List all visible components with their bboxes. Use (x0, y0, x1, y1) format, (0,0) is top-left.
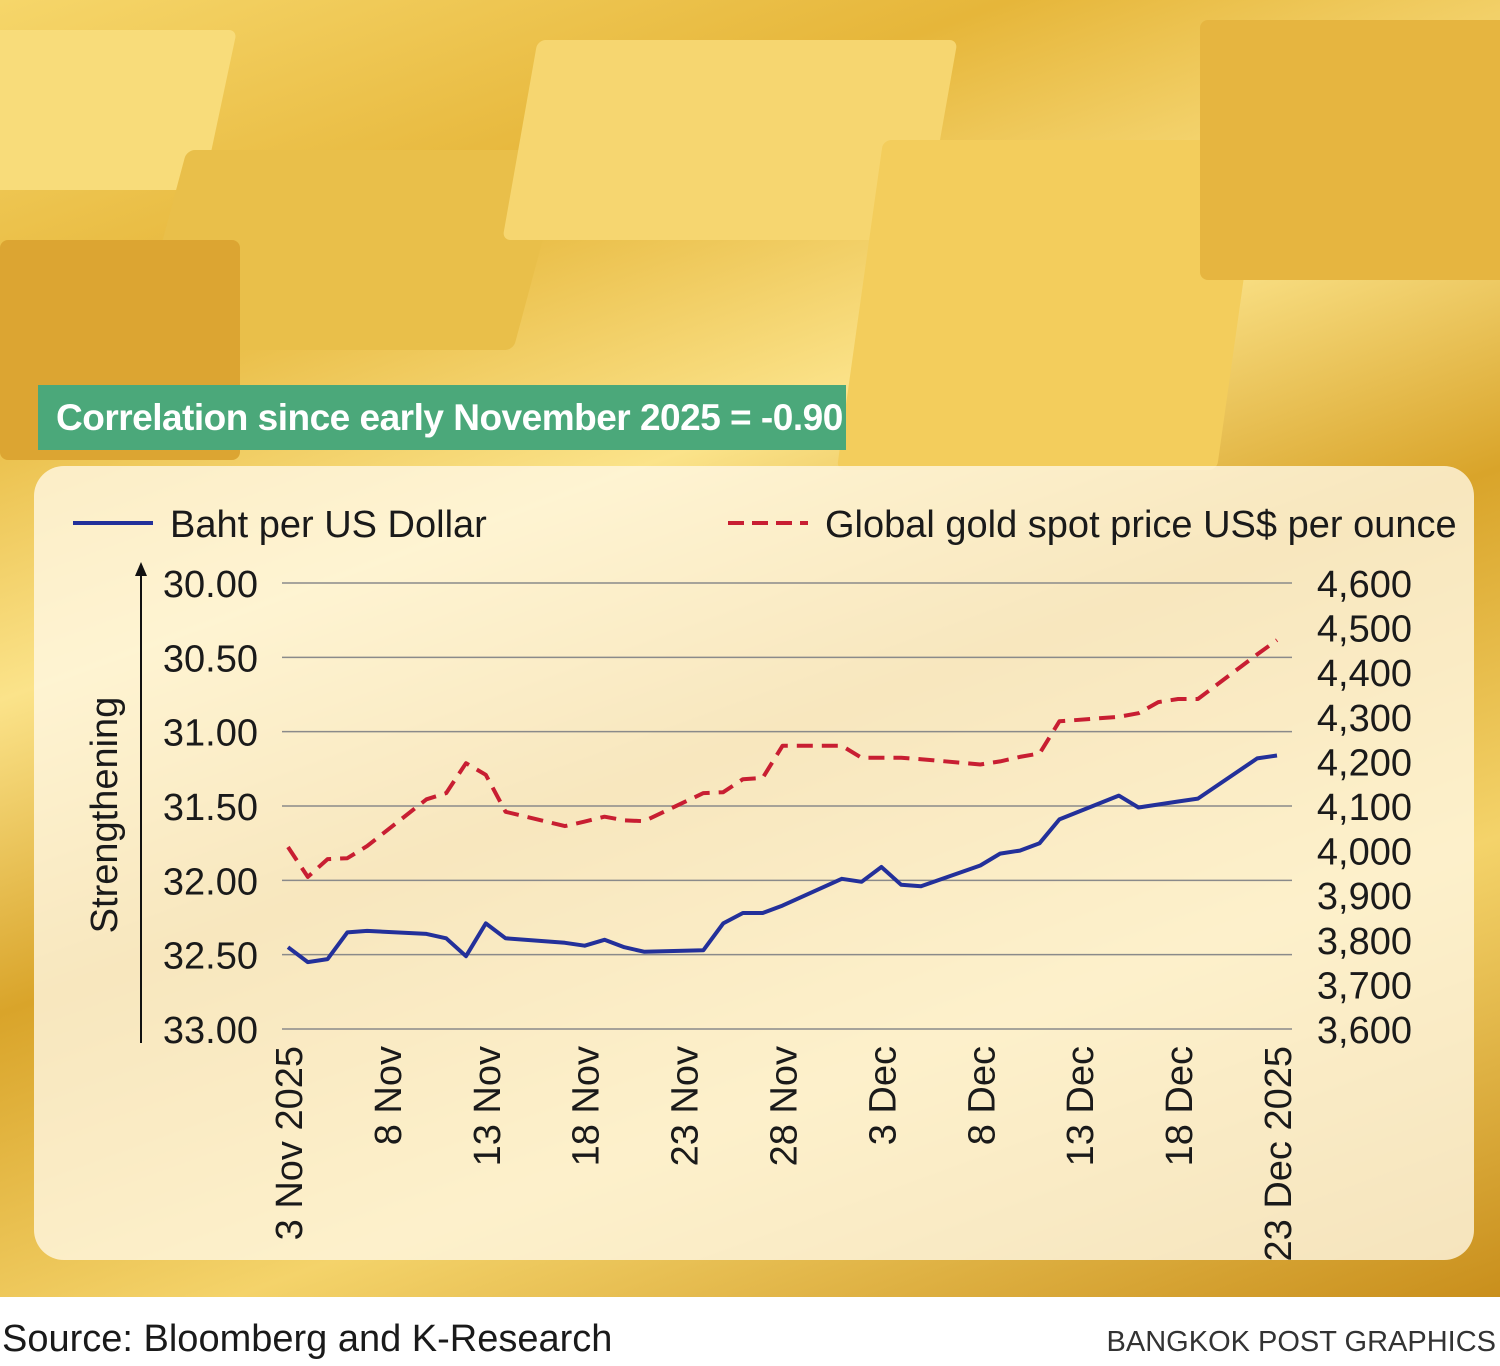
x-tick-label: 13 Nov (467, 1046, 509, 1166)
left-tick-label: 33.00 (163, 1010, 258, 1052)
source-note: Source: Bloomberg and K-Research (2, 1318, 613, 1360)
left-axis-ticks: 30.00 30.50 31.00 31.50 32.00 32.50 33.00 (163, 564, 258, 1052)
y-axis-title: Strengthening (84, 697, 126, 934)
right-tick-label: 3,900 (1317, 876, 1412, 918)
right-tick-label: 4,600 (1317, 564, 1412, 606)
x-tick-label: 3 Dec (862, 1046, 904, 1145)
x-tick-label: 23 Nov (665, 1046, 707, 1166)
correlation-banner: Correlation since early November 2025 = … (38, 385, 846, 450)
right-axis-ticks: 4,6004,5004,4004,3004,2004,1004,0003,900… (1317, 564, 1412, 1052)
right-tick-label: 3,700 (1317, 965, 1412, 1007)
right-tick-label: 4,300 (1317, 698, 1412, 740)
right-tick-label: 4,400 (1317, 653, 1412, 695)
right-tick-label: 4,200 (1317, 742, 1412, 784)
x-tick-label: 8 Dec (961, 1046, 1003, 1145)
arrow-up-icon (135, 562, 147, 576)
left-tick-label: 31.50 (163, 787, 258, 829)
y-axis-title-group: Strengthening (84, 562, 147, 1043)
chart-panel (34, 466, 1474, 1260)
legend-label-gold: Global gold spot price US$ per ounce (825, 504, 1457, 546)
x-axis-ticks: 3 Nov 2025 8 Nov 13 Nov 18 Nov 23 Nov 28 Nov 3… (269, 1046, 1300, 1262)
gridlines (282, 582, 1292, 1030)
left-tick-label: 30.50 (163, 638, 258, 680)
legend: Baht per US Dollar Global gold spot pric… (73, 504, 1457, 546)
left-tick-label: 31.00 (163, 713, 258, 755)
right-tick-label: 3,600 (1317, 1010, 1412, 1052)
right-tick-label: 3,800 (1317, 921, 1412, 963)
legend-label-baht: Baht per US Dollar (170, 504, 487, 546)
x-tick-label: 8 Nov (368, 1046, 410, 1145)
baht-line (286, 753, 1278, 965)
x-tick-label: 23 Dec 2025 (1258, 1046, 1300, 1262)
left-tick-label: 32.50 (163, 936, 258, 978)
graphics-credit: BANGKOK POST GRAPHICS (1106, 1326, 1496, 1358)
left-tick-label: 30.00 (163, 564, 258, 606)
gold-line (286, 638, 1279, 879)
x-tick-label: 3 Nov 2025 (269, 1046, 311, 1240)
x-tick-label: 13 Dec (1060, 1046, 1102, 1166)
x-tick-label: 18 Dec (1159, 1046, 1201, 1166)
series-lines (286, 638, 1279, 965)
right-tick-label: 4,000 (1317, 832, 1412, 874)
chart: Baht per US Dollar Global gold spot pric… (73, 504, 1457, 1262)
x-tick-label: 18 Nov (566, 1046, 608, 1166)
right-tick-label: 4,500 (1317, 609, 1412, 651)
left-tick-label: 32.00 (163, 861, 258, 903)
x-tick-label: 28 Nov (764, 1046, 806, 1166)
right-tick-label: 4,100 (1317, 787, 1412, 829)
